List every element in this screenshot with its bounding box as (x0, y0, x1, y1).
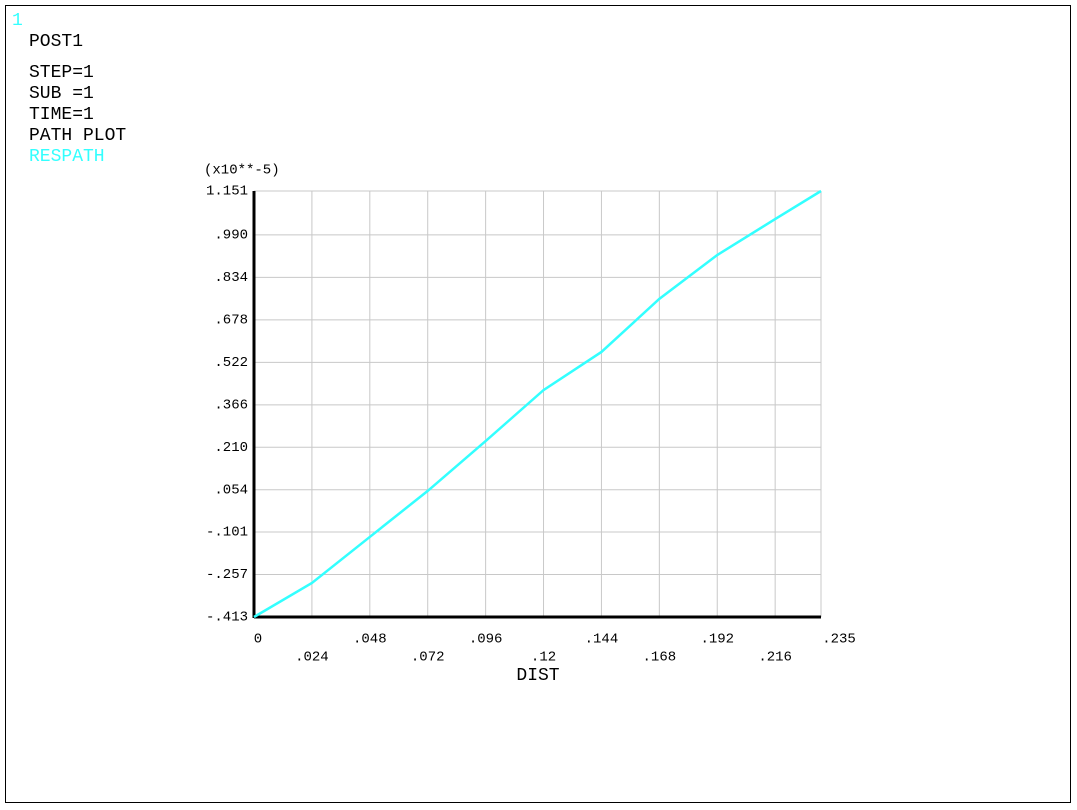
y-tick-label: -.101 (206, 525, 248, 541)
x-tick-label: .192 (700, 632, 734, 648)
y-tick-label: 1.151 (206, 184, 248, 200)
data-line (253, 189, 822, 619)
x-tick-label: .024 (295, 650, 329, 666)
x-tick-label: .144 (585, 632, 619, 648)
x-tick-label: .168 (643, 650, 677, 666)
y-multiplier: (x10**-5) (204, 163, 280, 179)
y-tick-label: .834 (214, 270, 248, 286)
y-tick-label: .522 (214, 355, 248, 371)
legend-entry: RESPATH (29, 147, 105, 167)
info: STEP=1 (29, 63, 94, 83)
y-tick-label: -.413 (206, 610, 248, 626)
x-tick-label: .216 (758, 650, 792, 666)
info: SUB =1 (29, 84, 94, 104)
frame (5, 5, 1071, 803)
x-tick-label: .048 (353, 632, 387, 648)
y-tick-label: .678 (214, 313, 248, 329)
x-tick-label: .096 (469, 632, 503, 648)
x-tick-label: 0 (254, 632, 262, 648)
header: POST1 (29, 32, 83, 52)
y-tick-label: .990 (214, 228, 248, 244)
x-tick-label: .12 (531, 650, 556, 666)
info: TIME=1 (29, 105, 94, 125)
y-tick-label: .366 (214, 398, 248, 414)
y-tick-label: -.257 (206, 567, 248, 583)
info: PATH PLOT (29, 126, 126, 146)
x-tick-label: .235 (822, 632, 856, 648)
y-tick-label: .054 (214, 483, 248, 499)
window-number: 1 (12, 11, 23, 31)
x-tick-label: .072 (411, 650, 445, 666)
x-axis-label: DIST (516, 666, 559, 686)
y-tick-label: .210 (214, 440, 248, 456)
